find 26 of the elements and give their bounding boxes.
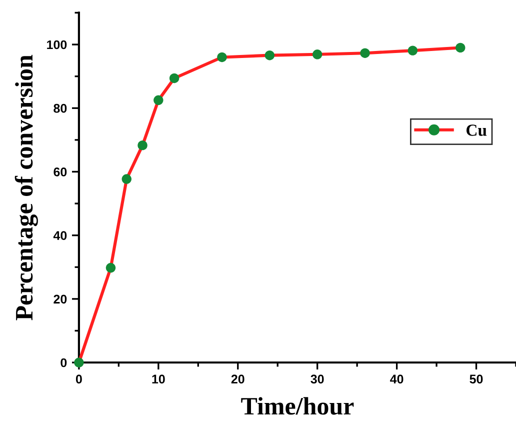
point: [154, 95, 164, 106]
point: [408, 46, 418, 56]
x-tick-label: 50: [470, 374, 483, 384]
point: [264, 50, 275, 60]
y-tick-label: 80: [54, 104, 67, 113]
legend-label: Cu: [466, 124, 487, 136]
y-tick-label: 20: [54, 294, 67, 304]
y-tick-label: 0: [60, 358, 67, 368]
x-tick-label: 20: [231, 374, 244, 384]
y-tick-label: 40: [53, 231, 67, 240]
y-tick-label: 60: [54, 168, 67, 176]
x-tick-label: 10: [152, 374, 165, 384]
x-tick-label: 40: [390, 374, 404, 384]
y-tick-label: 100: [47, 40, 67, 50]
point: [217, 52, 227, 62]
point: [312, 50, 322, 60]
x-tick-label: 30: [310, 374, 324, 384]
point: [106, 262, 116, 273]
y-axis-title: Percentage of conversion: [14, 54, 38, 320]
point: [138, 140, 148, 150]
point: [360, 48, 370, 58]
point: [456, 42, 466, 53]
point: [169, 73, 180, 84]
x-axis-title: Time/hour: [241, 397, 354, 415]
point: [122, 174, 132, 184]
x-tick-label: 0: [76, 374, 82, 384]
